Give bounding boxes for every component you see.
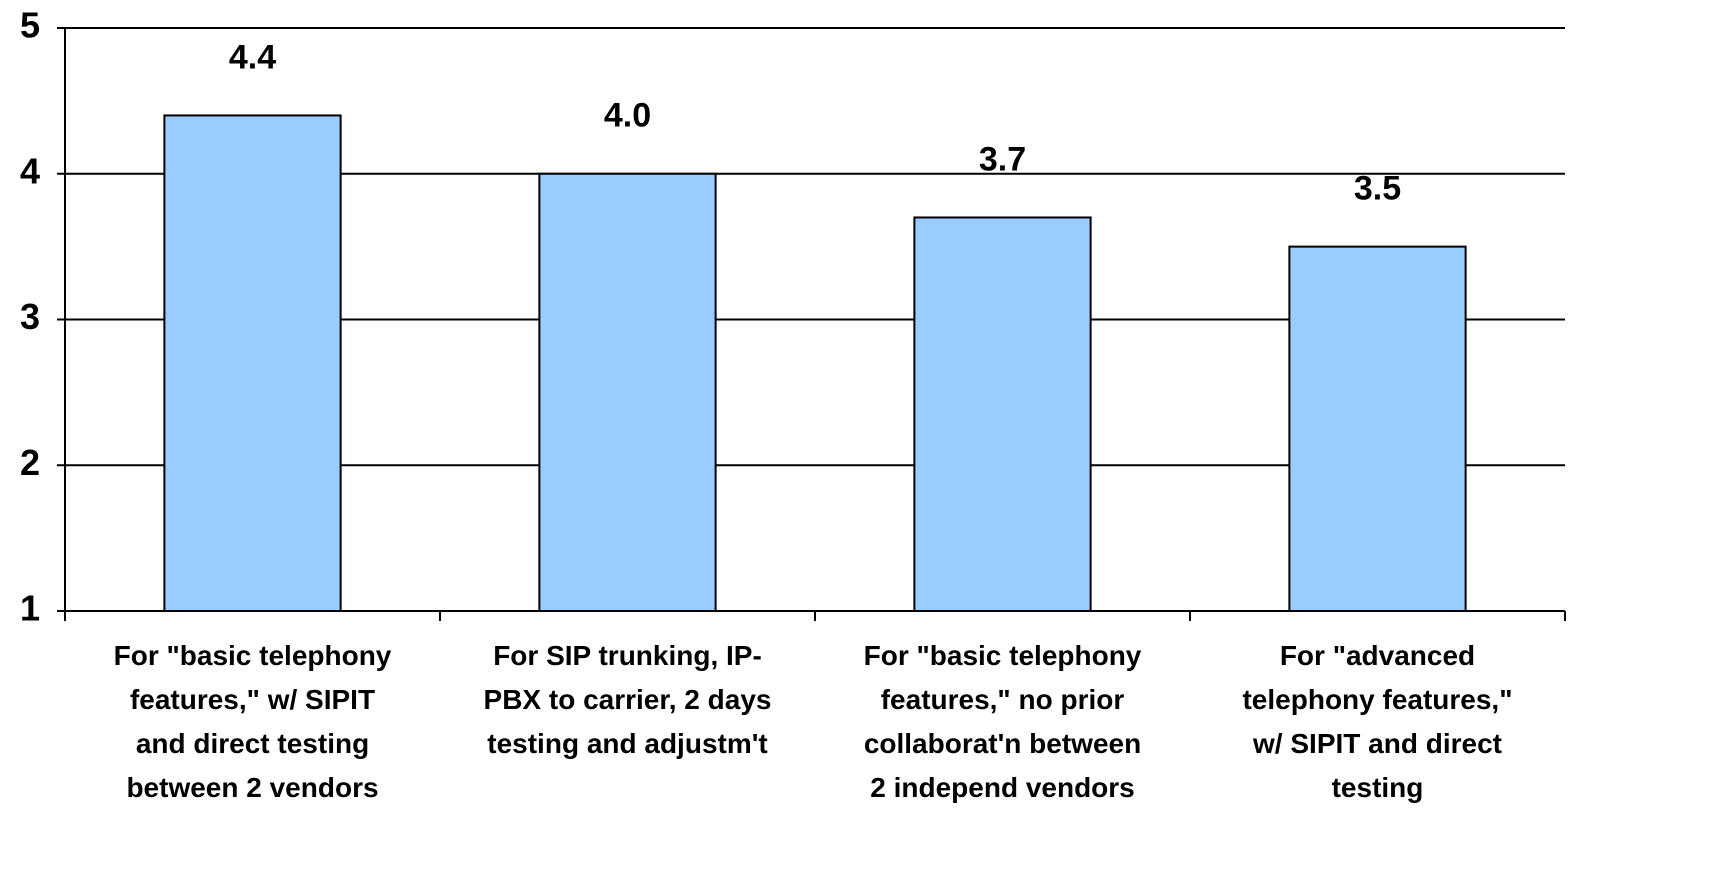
bar	[163, 114, 342, 612]
y-tick-label: 3	[20, 296, 40, 337]
x-tick-label: For SIP trunking, IP-PBX to carrier, 2 d…	[484, 640, 772, 759]
y-tick-label: 1	[20, 588, 40, 629]
value-label: 3.7	[979, 140, 1026, 178]
value-label: 4.4	[229, 38, 276, 76]
x-tick-label: For "advanced telephony features," w/ SIPI…	[1242, 640, 1512, 803]
x-tick-label: For "basic telephony features," w/ SIPIT a…	[114, 640, 392, 803]
y-tick-label: 2	[20, 442, 40, 483]
y-tick-label: 4	[20, 150, 40, 191]
bar	[1288, 245, 1467, 612]
value-label: 3.5	[1354, 170, 1401, 208]
bar	[913, 216, 1092, 612]
value-label: 4.0	[604, 97, 651, 135]
bar	[538, 172, 717, 612]
y-tick-label: 5	[20, 5, 40, 46]
x-tick-label: For "basic telephony features," no prior c…	[864, 640, 1142, 803]
